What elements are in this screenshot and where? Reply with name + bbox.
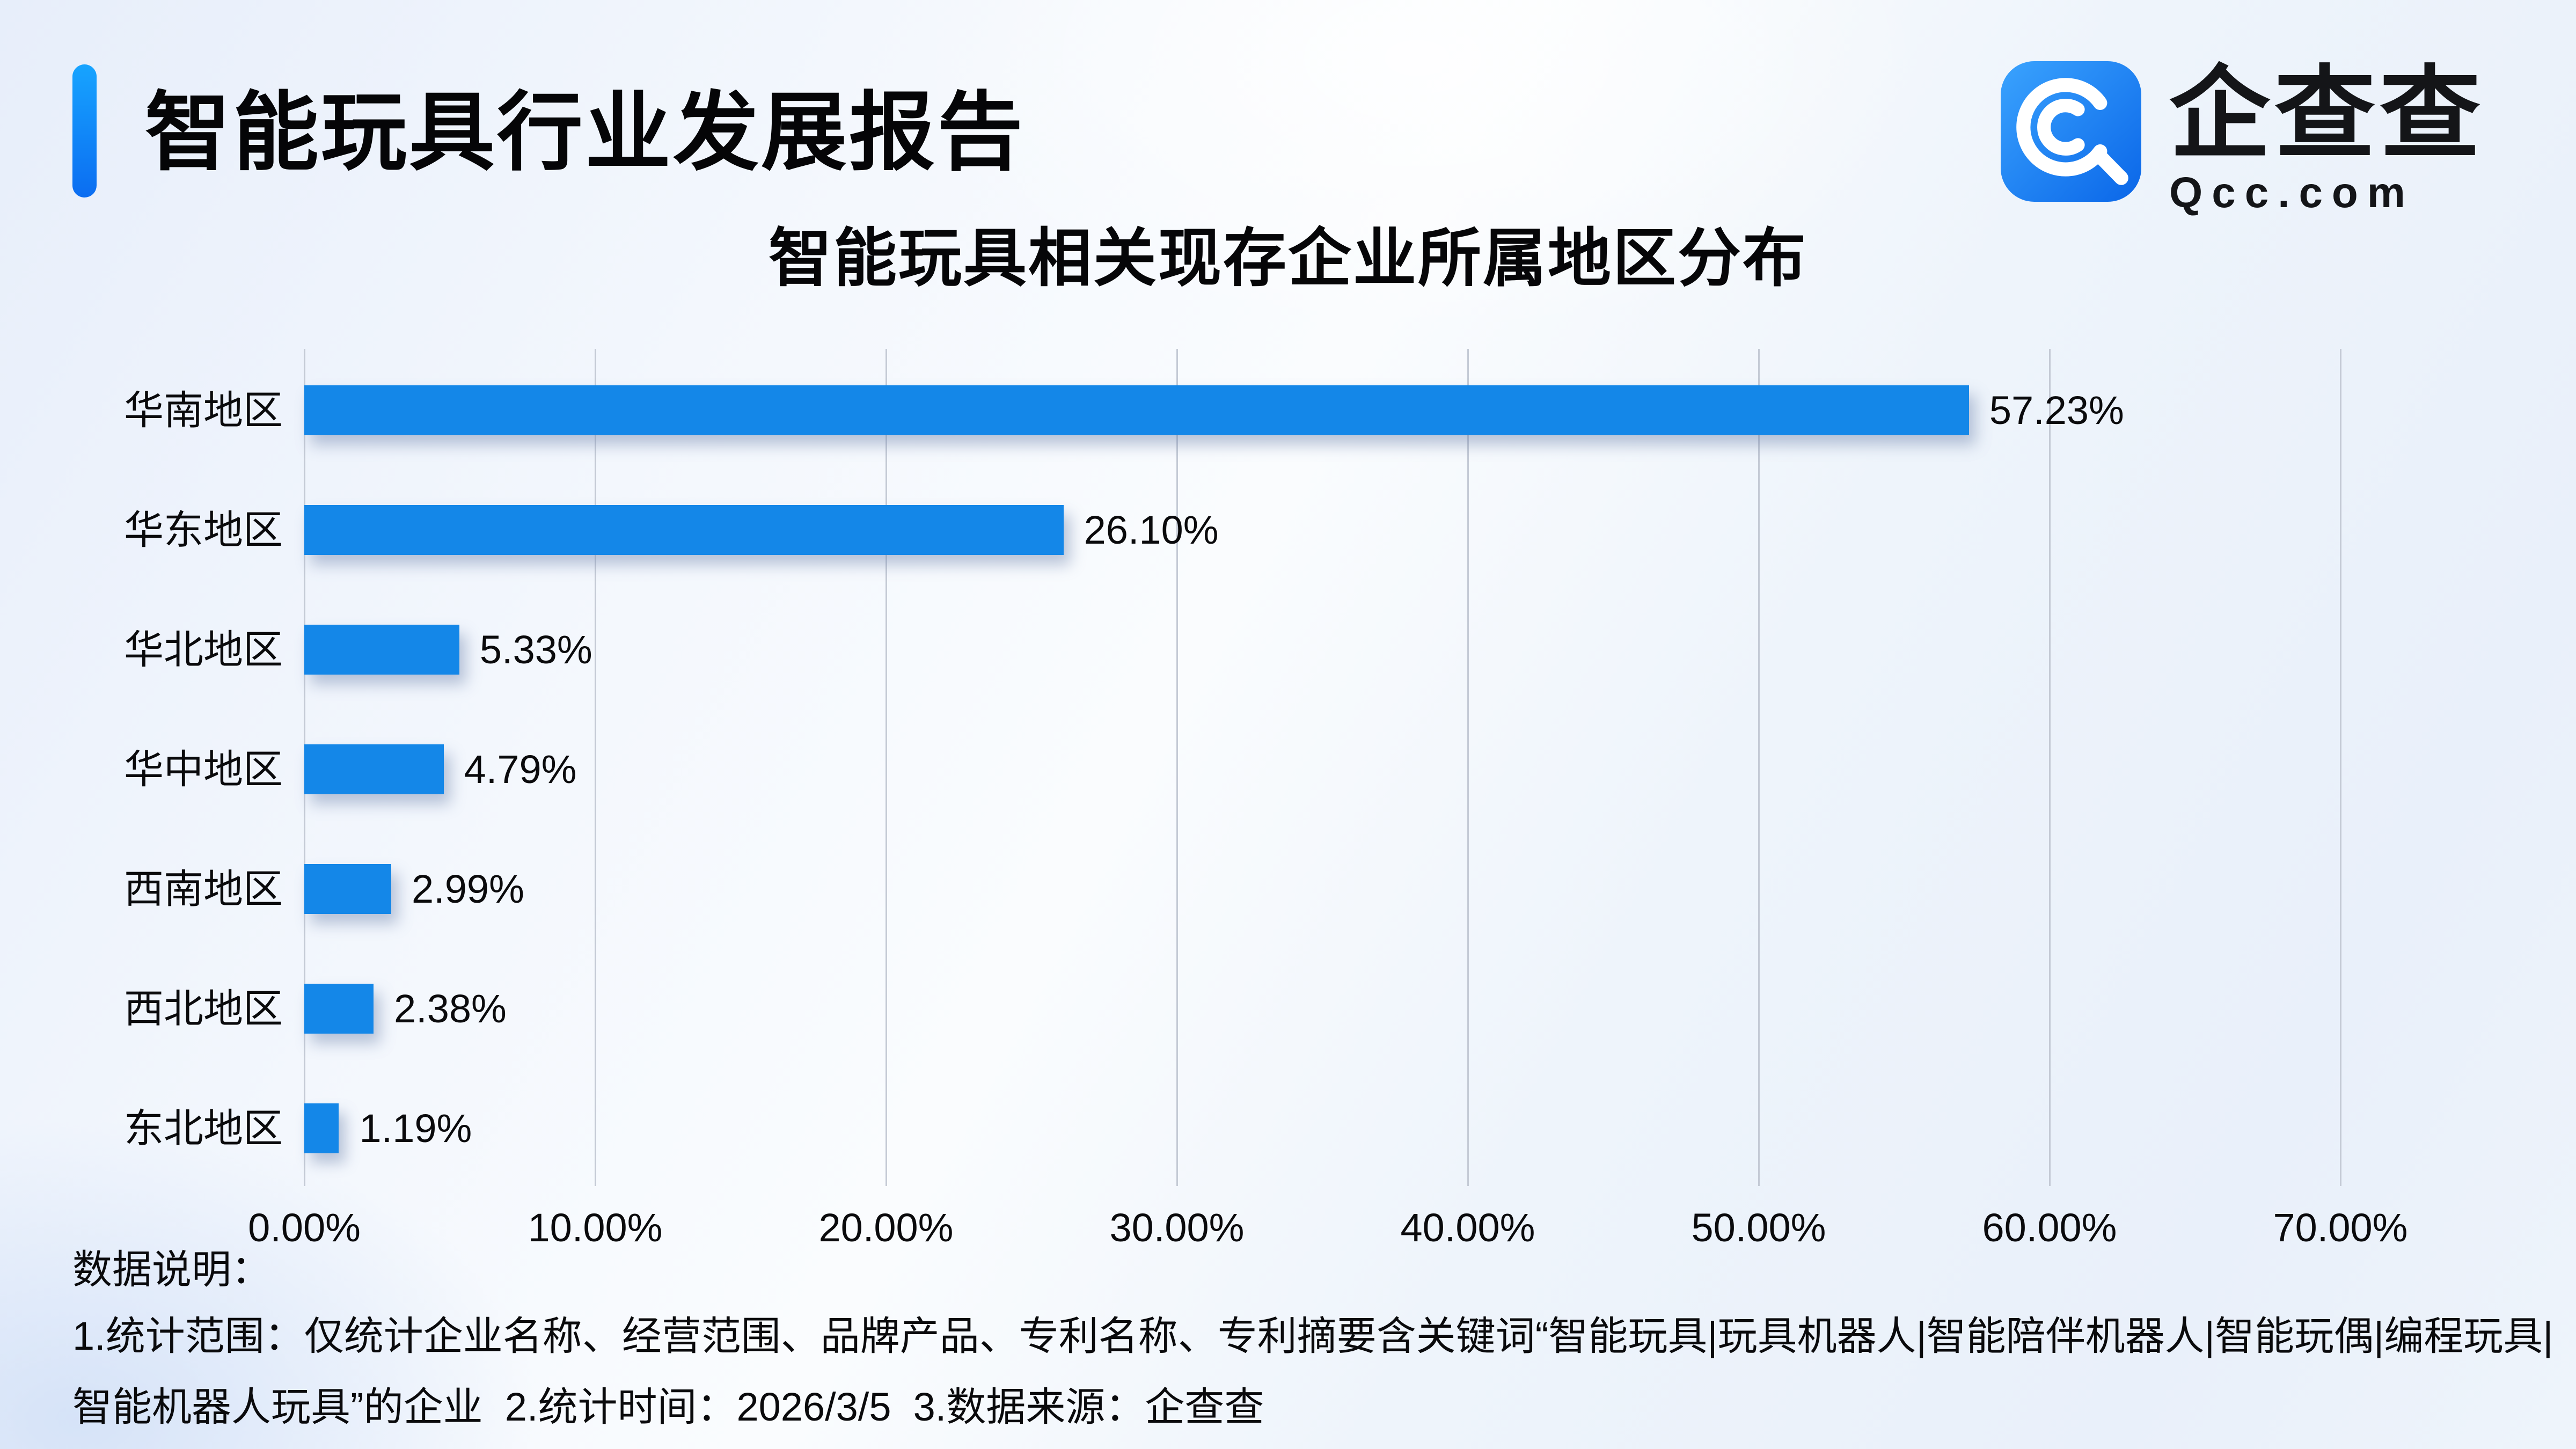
bar-row-0: 57.23% xyxy=(304,381,2340,440)
bar-row-5: 2.38% xyxy=(304,979,2340,1038)
x-tick-5: 50.00% xyxy=(1691,1205,1826,1250)
value-label-华中地区: 4.79% xyxy=(464,747,577,792)
qcc-magnifier-icon xyxy=(2001,61,2141,202)
title-accent-bar xyxy=(72,64,97,197)
bar-row-3: 4.79% xyxy=(304,740,2340,799)
bar-row-2: 5.33% xyxy=(304,620,2340,679)
gridline-1 xyxy=(595,349,596,1186)
x-tick-0: 0.00% xyxy=(248,1205,361,1250)
category-label-东北地区: 东北地区 xyxy=(124,1106,283,1151)
bar-华南地区 xyxy=(304,385,1969,435)
qcc-logo: 企查查 Qcc.com xyxy=(2001,61,2485,216)
x-tick-3: 30.00% xyxy=(1109,1205,1245,1250)
bar-row-1: 26.10% xyxy=(304,501,2340,560)
value-label-华东地区: 26.10% xyxy=(1084,508,1219,552)
bar-chart-plot: 57.23% 26.10% 5.33% 4.79% 2.99% 2.38% 1.19% xyxy=(304,349,2341,1186)
notes-line-2: 智能机器人玩具”的企业 2.统计时间：2026/3/5 3.数据来源：企查查 xyxy=(72,1385,1264,1429)
chart-title: 智能玩具相关现存企业所属地区分布 xyxy=(768,223,1807,294)
value-label-西北地区: 2.38% xyxy=(393,986,507,1031)
x-tick-7: 70.00% xyxy=(2273,1205,2408,1250)
notes-line-1: 1.统计范围：仅统计企业名称、经营范围、品牌产品、专利名称、专利摘要含关键词“智… xyxy=(72,1314,2553,1358)
category-label-华北地区: 华北地区 xyxy=(124,627,283,672)
qcc-brand-name: 企查查 xyxy=(2169,57,2485,170)
qcc-logo-text: 企查查 Qcc.com xyxy=(2169,61,2485,216)
bar-西南地区 xyxy=(304,864,392,914)
x-tick-1: 10.00% xyxy=(528,1205,663,1250)
category-label-华中地区: 华中地区 xyxy=(124,747,283,792)
bar-row-4: 2.99% xyxy=(304,860,2340,919)
bar-西北地区 xyxy=(304,984,374,1034)
value-label-华北地区: 5.33% xyxy=(479,627,592,672)
bar-华中地区 xyxy=(304,744,444,794)
x-tick-6: 60.00% xyxy=(1982,1205,2117,1250)
category-label-华东地区: 华东地区 xyxy=(124,508,283,552)
gridline-2 xyxy=(885,349,887,1186)
qcc-domain: Qcc.com xyxy=(2169,169,2414,216)
bar-row-6: 1.19% xyxy=(304,1099,2340,1158)
bar-华北地区 xyxy=(304,625,459,675)
report-title: 智能玩具行业发展报告 xyxy=(145,84,1026,180)
x-tick-2: 20.00% xyxy=(818,1205,954,1250)
gridline-3 xyxy=(1176,349,1178,1186)
value-label-西南地区: 2.99% xyxy=(412,867,524,911)
gridline-5 xyxy=(1758,349,1760,1186)
category-label-西北地区: 西北地区 xyxy=(124,986,283,1031)
gridline-6 xyxy=(2049,349,2051,1186)
notes-heading: 数据说明： xyxy=(72,1247,271,1292)
category-label-西南地区: 西南地区 xyxy=(124,867,283,911)
gridline-4 xyxy=(1467,349,1469,1186)
bar-东北地区 xyxy=(304,1103,339,1153)
x-tick-4: 40.00% xyxy=(1400,1205,1535,1250)
category-label-华南地区: 华南地区 xyxy=(124,388,283,433)
bar-华东地区 xyxy=(304,505,1064,555)
value-label-东北地区: 1.19% xyxy=(359,1106,472,1151)
value-label-华南地区: 57.23% xyxy=(1989,388,2124,433)
gridline-7 xyxy=(2340,349,2341,1186)
